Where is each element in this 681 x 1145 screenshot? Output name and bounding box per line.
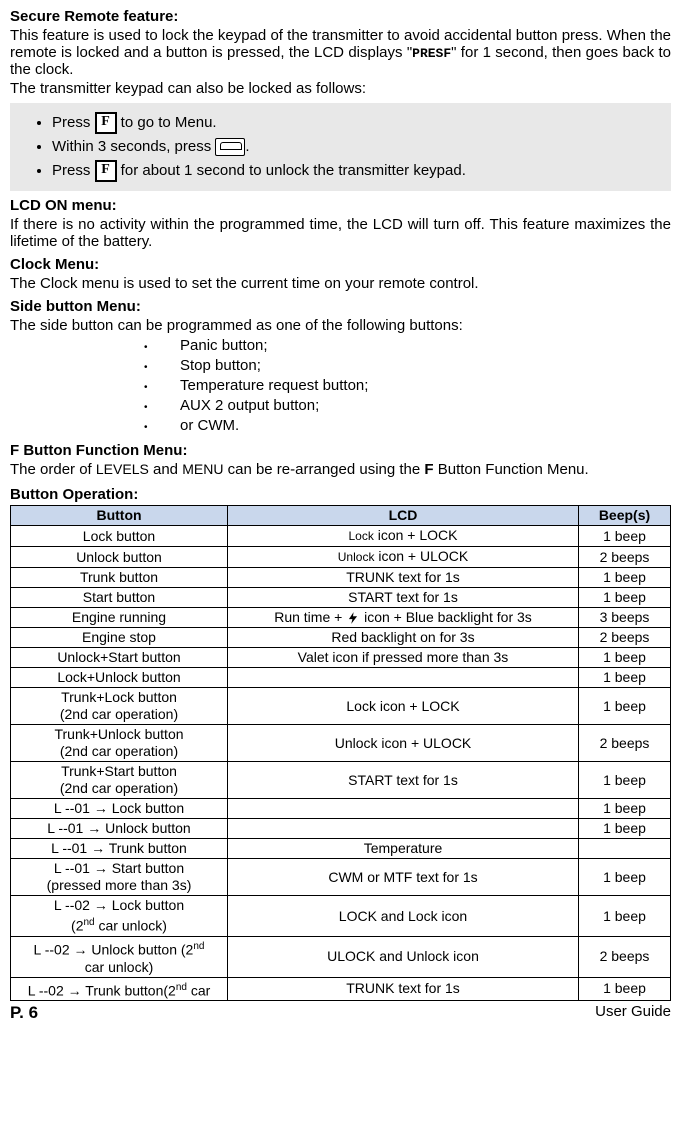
side-item: AUX 2 output button; (180, 396, 671, 416)
table-cell-beeps: 2 beeps (579, 725, 671, 762)
op-title: Button Operation: (10, 486, 138, 503)
table-cell-button: Unlock+Start button (11, 648, 228, 668)
table-cell-button: L --02 → Trunk button(2nd car (11, 977, 228, 1001)
side-item: Temperature request button; (180, 376, 671, 396)
table-cell-lcd: Lock icon + LOCK (228, 526, 579, 547)
table-cell-beeps: 1 beep (579, 762, 671, 799)
table-cell-button: Start button (11, 588, 228, 608)
callout-item-3: Press F for about 1 second to unlock the… (52, 160, 663, 182)
table-cell-beeps: 1 beep (579, 977, 671, 1001)
table-cell-button: Unlock button (11, 547, 228, 568)
footer-guide: User Guide (595, 1003, 671, 1023)
table-cell-button: Trunk+Unlock button(2nd car operation) (11, 725, 228, 762)
side-title: Side button Menu: (10, 298, 141, 315)
table-cell-beeps (579, 839, 671, 859)
table-cell-lcd: Unlock icon + ULOCK (228, 547, 579, 568)
clock-para: The Clock menu is used to set the curren… (10, 275, 671, 292)
side-list: Panic button; Stop button; Temperature r… (10, 336, 671, 436)
table-cell-button: Trunk+Lock button(2nd car operation) (11, 688, 228, 725)
table-cell-lcd: Lock icon + LOCK (228, 688, 579, 725)
table-cell-button: Lock button (11, 526, 228, 547)
lcd-title: LCD ON menu: (10, 197, 117, 214)
table-cell-beeps: 3 beeps (579, 608, 671, 628)
callout-box: Press F to go to Menu. Within 3 seconds,… (10, 103, 671, 191)
th-button: Button (11, 506, 228, 526)
side-item: or CWM. (180, 416, 671, 436)
side-item: Panic button; (180, 336, 671, 356)
table-cell-button: L --01 → Start button(pressed more than … (11, 859, 228, 896)
table-cell-button: Lock+Unlock button (11, 668, 228, 688)
th-beeps: Beep(s) (579, 506, 671, 526)
table-cell-beeps: 1 beep (579, 588, 671, 608)
table-cell-lcd: Unlock icon + ULOCK (228, 725, 579, 762)
table-cell-button: L --01 → Unlock button (11, 819, 228, 839)
table-cell-button: Trunk+Start button(2nd car operation) (11, 762, 228, 799)
th-lcd: LCD (228, 506, 579, 526)
table-cell-beeps: 1 beep (579, 668, 671, 688)
callout-item-1: Press F to go to Menu. (52, 112, 663, 134)
table-cell-beeps: 2 beeps (579, 547, 671, 568)
side-para: The side button can be programmed as one… (10, 317, 671, 334)
operation-table: Button LCD Beep(s) Lock buttonLock icon … (10, 505, 671, 1001)
table-cell-lcd (228, 819, 579, 839)
table-cell-button: L --01 → Trunk button (11, 839, 228, 859)
table-cell-button: L --02 → Unlock button (2ndcar unlock) (11, 936, 228, 977)
secure-para-2: The transmitter keypad can also be locke… (10, 80, 671, 97)
table-cell-beeps: 1 beep (579, 568, 671, 588)
fbutton-para: The order of LEVELS and MENU can be re-a… (10, 461, 671, 478)
table-cell-beeps: 1 beep (579, 688, 671, 725)
table-cell-lcd: START text for 1s (228, 588, 579, 608)
table-cell-beeps: 1 beep (579, 896, 671, 937)
table-cell-button: Engine stop (11, 628, 228, 648)
table-cell-button: Engine running (11, 608, 228, 628)
table-cell-lcd: TRUNK text for 1s (228, 977, 579, 1001)
callout-item-2: Within 3 seconds, press . (52, 137, 663, 157)
table-cell-lcd: Valet icon if pressed more than 3s (228, 648, 579, 668)
table-cell-lcd (228, 668, 579, 688)
table-cell-lcd: Temperature (228, 839, 579, 859)
secure-para-1: This feature is used to lock the keypad … (10, 27, 671, 78)
table-cell-lcd: LOCK and Lock icon (228, 896, 579, 937)
table-cell-lcd: ULOCK and Unlock icon (228, 936, 579, 977)
table-cell-lcd: TRUNK text for 1s (228, 568, 579, 588)
table-cell-lcd: Run time + icon + Blue backlight for 3s (228, 608, 579, 628)
table-cell-beeps: 1 beep (579, 648, 671, 668)
table-cell-beeps: 1 beep (579, 799, 671, 819)
table-cell-lcd: CWM or MTF text for 1s (228, 859, 579, 896)
table-cell-button: L --01 → Lock button (11, 799, 228, 819)
table-cell-lcd (228, 799, 579, 819)
table-cell-beeps: 1 beep (579, 859, 671, 896)
table-cell-lcd: START text for 1s (228, 762, 579, 799)
table-cell-lcd: Red backlight on for 3s (228, 628, 579, 648)
table-cell-button: L --02 → Lock button(2nd car unlock) (11, 896, 228, 937)
clock-title: Clock Menu: (10, 256, 99, 273)
side-item: Stop button; (180, 356, 671, 376)
table-cell-beeps: 1 beep (579, 819, 671, 839)
table-cell-button: Trunk button (11, 568, 228, 588)
car-button-icon (215, 138, 245, 156)
table-cell-beeps: 2 beeps (579, 936, 671, 977)
table-cell-beeps: 2 beeps (579, 628, 671, 648)
page-number: P. 6 (10, 1003, 38, 1023)
lcd-para: If there is no activity within the progr… (10, 216, 671, 250)
page-footer: P. 6 User Guide (0, 1001, 681, 1027)
f-button-icon: F (95, 160, 117, 182)
table-cell-beeps: 1 beep (579, 526, 671, 547)
fbutton-title: F Button Function Menu: (10, 442, 187, 459)
f-button-icon: F (95, 112, 117, 134)
secure-title: Secure Remote feature: (10, 8, 178, 25)
